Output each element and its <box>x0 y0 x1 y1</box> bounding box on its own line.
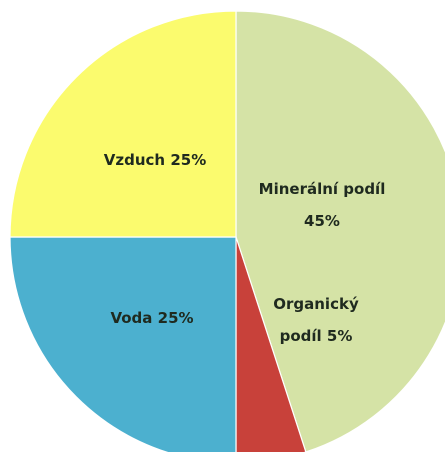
pie-slice <box>9 236 237 452</box>
slice-label: Minerální podíl 45% <box>259 180 386 230</box>
slice-label: Organický podíl 5% <box>273 295 359 345</box>
slice-label: Voda 25% <box>110 309 193 327</box>
slice-label: Vzduch 25% <box>104 151 206 169</box>
pie-slice <box>9 10 237 238</box>
pie-slice <box>235 10 445 452</box>
